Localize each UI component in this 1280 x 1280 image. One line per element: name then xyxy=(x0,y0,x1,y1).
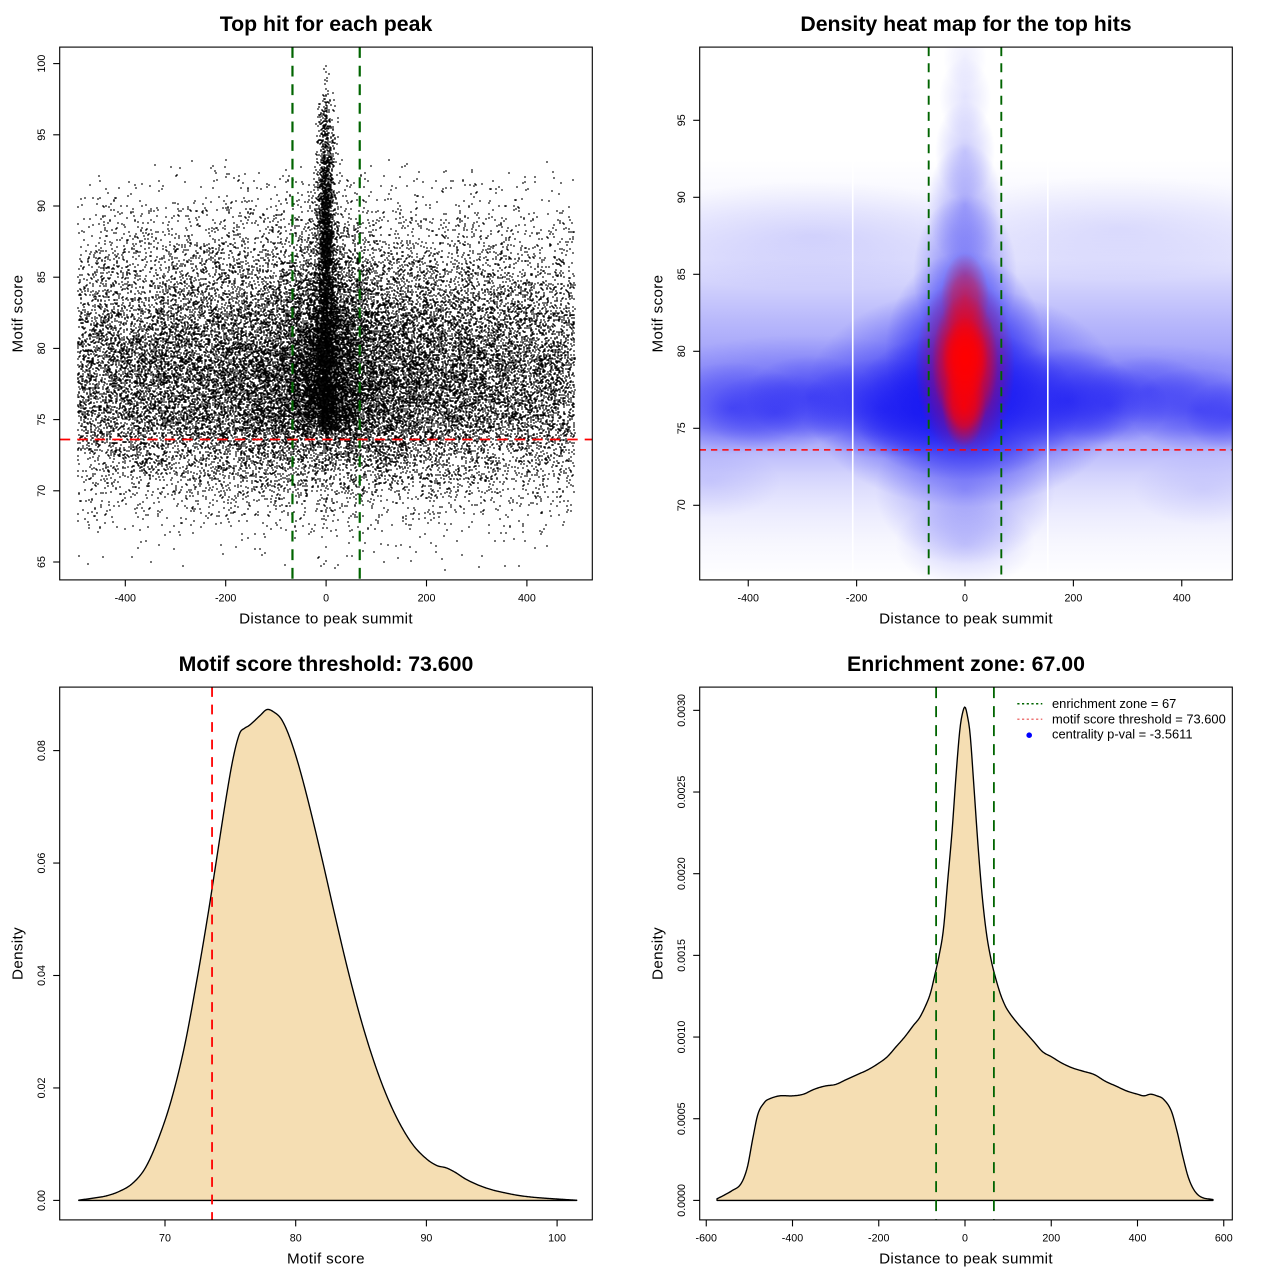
svg-text:0.04: 0.04 xyxy=(36,965,48,986)
svg-text:Motif score threshold: 73.600: Motif score threshold: 73.600 xyxy=(179,652,474,676)
svg-text:200: 200 xyxy=(418,593,436,605)
svg-text:Motif score: Motif score xyxy=(650,275,667,353)
svg-text:100: 100 xyxy=(36,55,48,73)
svg-text:0.08: 0.08 xyxy=(36,740,48,761)
svg-text:0.02: 0.02 xyxy=(36,1077,48,1098)
svg-text:Distance to peak summit: Distance to peak summit xyxy=(879,1251,1053,1268)
svg-text:0.0000: 0.0000 xyxy=(676,1184,688,1217)
svg-text:-400: -400 xyxy=(782,1233,803,1245)
svg-text:90: 90 xyxy=(36,200,48,212)
svg-text:Distance to peak summit: Distance to peak summit xyxy=(879,611,1053,628)
svg-text:0.0010: 0.0010 xyxy=(676,1021,688,1054)
svg-text:Enrichment zone: 67.00: Enrichment zone: 67.00 xyxy=(847,652,1085,676)
svg-text:200: 200 xyxy=(1042,1233,1060,1245)
svg-text:-400: -400 xyxy=(738,593,759,605)
svg-text:75: 75 xyxy=(676,422,688,434)
svg-text:80: 80 xyxy=(36,342,48,354)
svg-text:90: 90 xyxy=(420,1233,432,1245)
svg-text:centrality p-val = -3.5611: centrality p-val = -3.5611 xyxy=(1052,727,1193,742)
svg-text:600: 600 xyxy=(1215,1233,1233,1245)
svg-text:-600: -600 xyxy=(696,1233,717,1245)
svg-text:0.0005: 0.0005 xyxy=(676,1102,688,1135)
svg-text:70: 70 xyxy=(676,499,688,511)
svg-text:400: 400 xyxy=(1129,1233,1147,1245)
svg-text:85: 85 xyxy=(36,271,48,283)
svg-text:200: 200 xyxy=(1064,593,1082,605)
svg-text:90: 90 xyxy=(676,191,688,203)
svg-text:0: 0 xyxy=(962,593,968,605)
svg-text:Density: Density xyxy=(650,927,667,980)
svg-text:motif score threshold = 73.600: motif score threshold = 73.600 xyxy=(1052,711,1226,726)
svg-text:0: 0 xyxy=(962,1233,968,1245)
svg-text:Density: Density xyxy=(10,927,27,980)
svg-text:0.0015: 0.0015 xyxy=(676,939,688,972)
svg-text:0.0025: 0.0025 xyxy=(676,776,688,809)
svg-text:75: 75 xyxy=(36,414,48,426)
svg-text:-400: -400 xyxy=(115,593,136,605)
svg-text:0: 0 xyxy=(323,593,329,605)
svg-text:Motif score: Motif score xyxy=(287,1251,365,1268)
svg-text:85: 85 xyxy=(676,268,688,280)
svg-text:-200: -200 xyxy=(846,593,867,605)
svg-text:0.06: 0.06 xyxy=(36,853,48,874)
svg-text:80: 80 xyxy=(290,1233,302,1245)
svg-text:0.0030: 0.0030 xyxy=(676,694,688,727)
svg-text:400: 400 xyxy=(1173,593,1191,605)
svg-text:95: 95 xyxy=(676,114,688,126)
svg-text:Motif score: Motif score xyxy=(10,275,27,353)
svg-text:Density heat map for the top h: Density heat map for the top hits xyxy=(800,12,1131,36)
svg-text:0.00: 0.00 xyxy=(36,1190,48,1211)
svg-text:65: 65 xyxy=(36,556,48,568)
svg-text:-200: -200 xyxy=(868,1233,889,1245)
svg-text:enrichment zone = 67: enrichment zone = 67 xyxy=(1052,696,1176,711)
svg-text:0.0020: 0.0020 xyxy=(676,857,688,890)
svg-text:100: 100 xyxy=(548,1233,566,1245)
svg-text:95: 95 xyxy=(36,129,48,141)
svg-text:Top hit for each peak: Top hit for each peak xyxy=(220,12,433,36)
svg-text:Distance to peak summit: Distance to peak summit xyxy=(239,611,413,628)
svg-text:-200: -200 xyxy=(215,593,236,605)
svg-text:400: 400 xyxy=(518,593,536,605)
svg-text:70: 70 xyxy=(36,485,48,497)
svg-text:70: 70 xyxy=(159,1233,171,1245)
svg-text:80: 80 xyxy=(676,345,688,357)
